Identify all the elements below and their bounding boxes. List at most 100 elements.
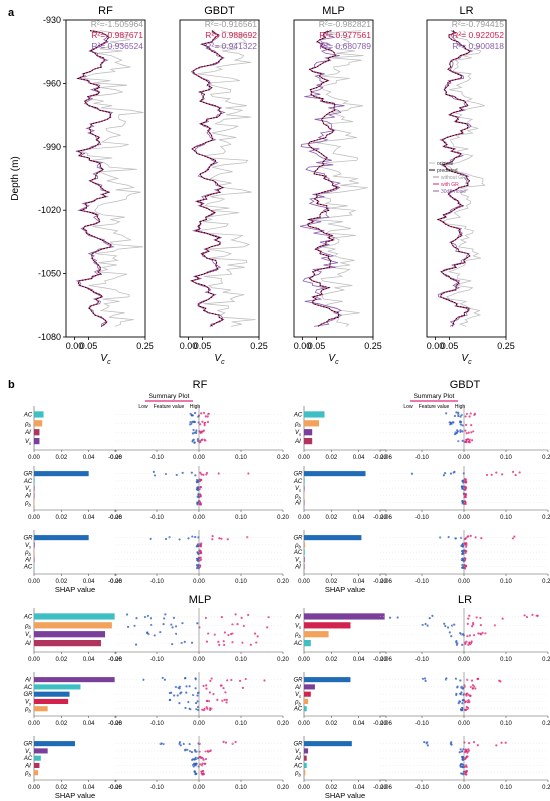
beeswarm-point <box>425 742 428 745</box>
beeswarm-tick-label: 0.00 <box>458 515 470 521</box>
beeswarm-point <box>174 632 178 635</box>
beeswarm-point <box>181 622 184 625</box>
beeswarm-point <box>189 421 192 424</box>
feature-label: Vs <box>25 543 32 550</box>
beeswarm-point <box>211 535 214 538</box>
beeswarm-point <box>459 415 462 418</box>
shap-bar <box>34 622 112 629</box>
x-tick-label: 0.25 <box>497 341 515 351</box>
beeswarm-point <box>460 691 463 694</box>
summary-high: High <box>190 404 201 410</box>
beeswarm-point <box>200 478 203 481</box>
beeswarm-point <box>168 536 171 539</box>
beeswarm-tick-label: 0.10 <box>235 579 247 585</box>
r2-label: R²=-0.916561 <box>205 19 257 29</box>
feature-label: AI <box>24 641 31 647</box>
beeswarm-point <box>256 635 259 638</box>
beeswarm-point <box>206 415 209 418</box>
beeswarm-point <box>207 750 210 753</box>
beeswarm-point <box>518 471 521 474</box>
feature-label: ρb <box>294 699 301 706</box>
beeswarm-point <box>196 486 200 489</box>
beeswarm-point <box>461 479 464 482</box>
feature-label: GR <box>24 692 34 698</box>
beeswarm-point <box>461 430 464 433</box>
beeswarm-point <box>199 545 202 548</box>
bar-tick-label: 0.04 <box>83 657 95 663</box>
beeswarm-point <box>170 623 173 626</box>
feature-label: AC <box>293 763 303 769</box>
beeswarm-point <box>464 567 467 570</box>
shap-bar <box>304 500 305 506</box>
y-tick-label: -1080 <box>38 332 61 342</box>
shap-bar <box>304 631 329 638</box>
r2-label: R²=-1.505964 <box>91 19 143 29</box>
x-tick-label: 0.00 <box>66 341 84 351</box>
shap-bar <box>304 755 307 761</box>
beeswarm-point <box>234 740 237 744</box>
feature-label: Vs <box>25 749 32 756</box>
shap-bar <box>304 698 309 704</box>
beeswarm-point <box>191 432 195 435</box>
y-tick-label: -930 <box>43 15 61 25</box>
beeswarm-point <box>126 625 130 628</box>
beeswarm-point <box>480 536 483 540</box>
bar-tick-label: 0.06 <box>380 579 392 585</box>
beeswarm-point <box>210 677 213 680</box>
beeswarm-point <box>205 471 209 475</box>
beeswarm-point <box>199 485 202 489</box>
beeswarm-point <box>461 756 464 759</box>
shap-bar <box>34 542 35 548</box>
beeswarm-point <box>471 687 474 690</box>
beeswarm-point <box>223 631 227 634</box>
beeswarm-point <box>460 750 464 753</box>
shap-bar <box>304 677 351 683</box>
feature-label: AC <box>293 479 303 485</box>
beeswarm-point <box>196 705 200 709</box>
beeswarm-point <box>461 563 464 567</box>
beeswarm-tick-label: 0.10 <box>500 657 512 663</box>
beeswarm-point <box>461 439 464 442</box>
summary-low: Low <box>403 404 413 410</box>
shap-bar <box>34 471 89 477</box>
beeswarm-point <box>200 756 204 759</box>
x-axis-label: Vc <box>328 353 339 366</box>
predicted-curve <box>306 30 340 327</box>
beeswarm-point <box>456 429 459 432</box>
shap-bar <box>304 429 313 436</box>
bar-tick-label: 0.00 <box>28 785 40 791</box>
bar-tick-label: 0.00 <box>28 579 40 585</box>
feature-label: ρb <box>24 623 31 630</box>
beeswarm-point <box>231 623 234 626</box>
beeswarm-tick-label: 0.10 <box>235 657 247 663</box>
feature-label: Vs <box>295 623 302 630</box>
beeswarm-point <box>163 617 166 620</box>
beeswarm-tick-label: 0.20 <box>542 721 550 727</box>
beeswarm-point <box>465 773 468 776</box>
feature-label: AI <box>294 439 301 445</box>
beeswarm-point <box>464 549 467 552</box>
beeswarm-point <box>202 769 205 773</box>
beeswarm-point <box>199 423 202 426</box>
beeswarm-point <box>199 558 203 561</box>
beeswarm-point <box>242 624 246 627</box>
bar-tick-label: 0.02 <box>55 455 67 461</box>
shap-bar <box>304 613 385 620</box>
beeswarm-point <box>190 414 193 417</box>
x-tick-label: 0.00 <box>180 341 198 351</box>
beeswarm-point <box>191 420 194 423</box>
bar-tick-label: 0.02 <box>55 721 67 727</box>
beeswarm-point <box>241 686 245 689</box>
beeswarm-point <box>459 430 462 434</box>
bar-tick-label: 0.02 <box>55 657 67 663</box>
feature-label: ρb <box>24 550 31 557</box>
beeswarm-point <box>484 632 487 635</box>
y-tick-label: -960 <box>43 78 61 88</box>
shap-bar <box>304 684 315 690</box>
bar-tick-label: 0.00 <box>298 785 310 791</box>
shap-bar <box>34 677 115 683</box>
